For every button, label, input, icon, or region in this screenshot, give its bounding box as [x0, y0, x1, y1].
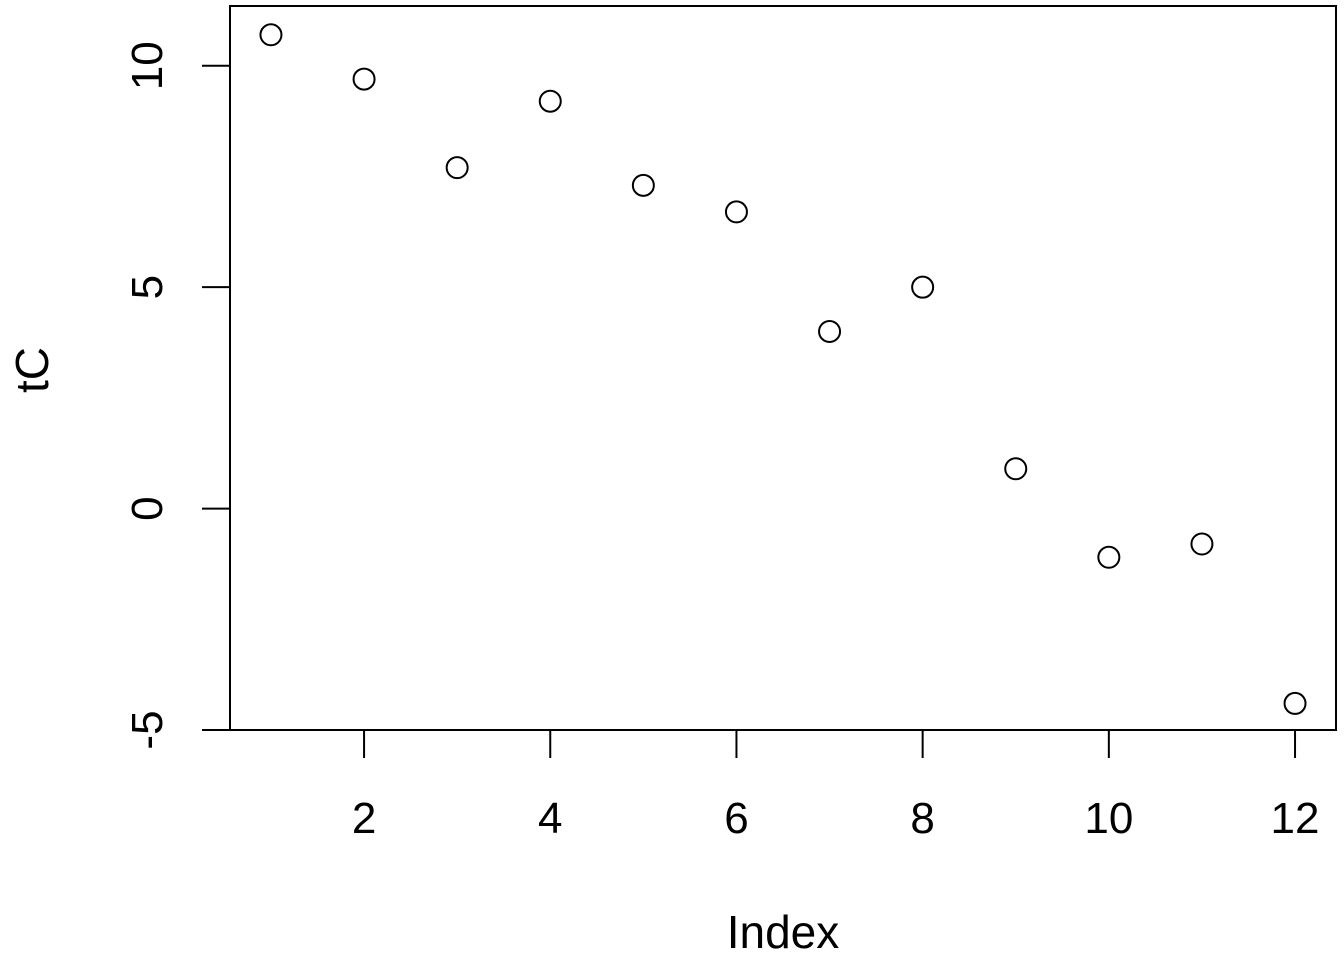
plot-box	[229, 5, 1337, 731]
data-point	[911, 275, 935, 299]
y-tick-label: 0	[123, 496, 172, 520]
x-tick-label: 10	[1084, 794, 1133, 843]
x-tick-label: 2	[352, 794, 376, 843]
x-axis-title: Index	[727, 906, 840, 958]
data-point	[538, 89, 562, 113]
y-axis: -5 0 5 10	[123, 41, 231, 750]
x-axis: 2 4 6 8 10 12	[352, 729, 1320, 843]
data-point	[1097, 545, 1121, 569]
data-point	[1283, 691, 1307, 715]
data-point	[818, 319, 842, 343]
data-point	[1004, 457, 1028, 481]
x-tick-label: 6	[724, 794, 748, 843]
y-tick-label: 5	[123, 275, 172, 299]
data-point	[445, 156, 469, 180]
data-point	[1190, 532, 1214, 556]
data-point	[259, 23, 283, 47]
data-point	[631, 173, 655, 197]
y-axis-title: tC	[6, 347, 58, 393]
data-point	[724, 200, 748, 224]
x-tick-label: 4	[538, 794, 562, 843]
data-points	[259, 23, 1307, 715]
x-tick-label: 12	[1271, 794, 1320, 843]
x-tick-label: 8	[910, 794, 934, 843]
data-point	[352, 67, 376, 91]
y-tick-label: -5	[123, 710, 172, 749]
y-tick-label: 10	[123, 41, 172, 90]
